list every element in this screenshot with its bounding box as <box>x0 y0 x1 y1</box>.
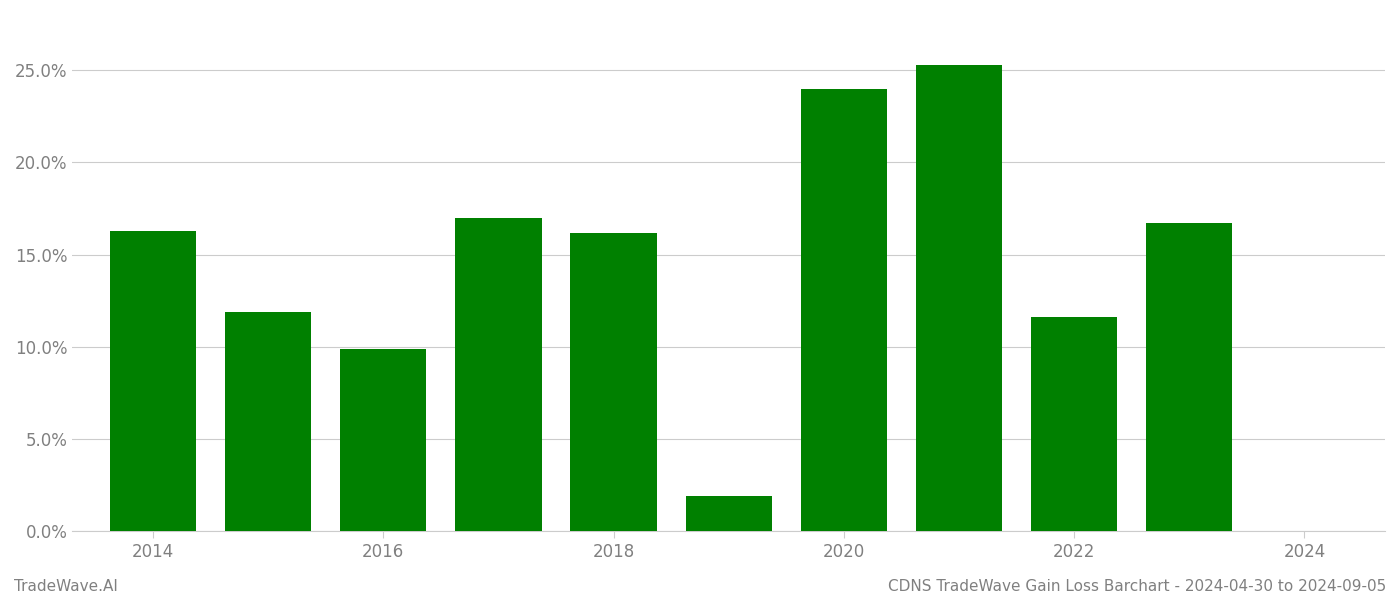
Bar <box>686 496 771 531</box>
Bar <box>109 230 196 531</box>
Bar <box>570 233 657 531</box>
Bar <box>340 349 427 531</box>
Bar <box>455 218 542 531</box>
Bar <box>801 89 888 531</box>
Text: CDNS TradeWave Gain Loss Barchart - 2024-04-30 to 2024-09-05: CDNS TradeWave Gain Loss Barchart - 2024… <box>888 579 1386 594</box>
Bar <box>1147 223 1232 531</box>
Bar <box>225 312 311 531</box>
Bar <box>916 65 1002 531</box>
Bar <box>1030 317 1117 531</box>
Text: TradeWave.AI: TradeWave.AI <box>14 579 118 594</box>
